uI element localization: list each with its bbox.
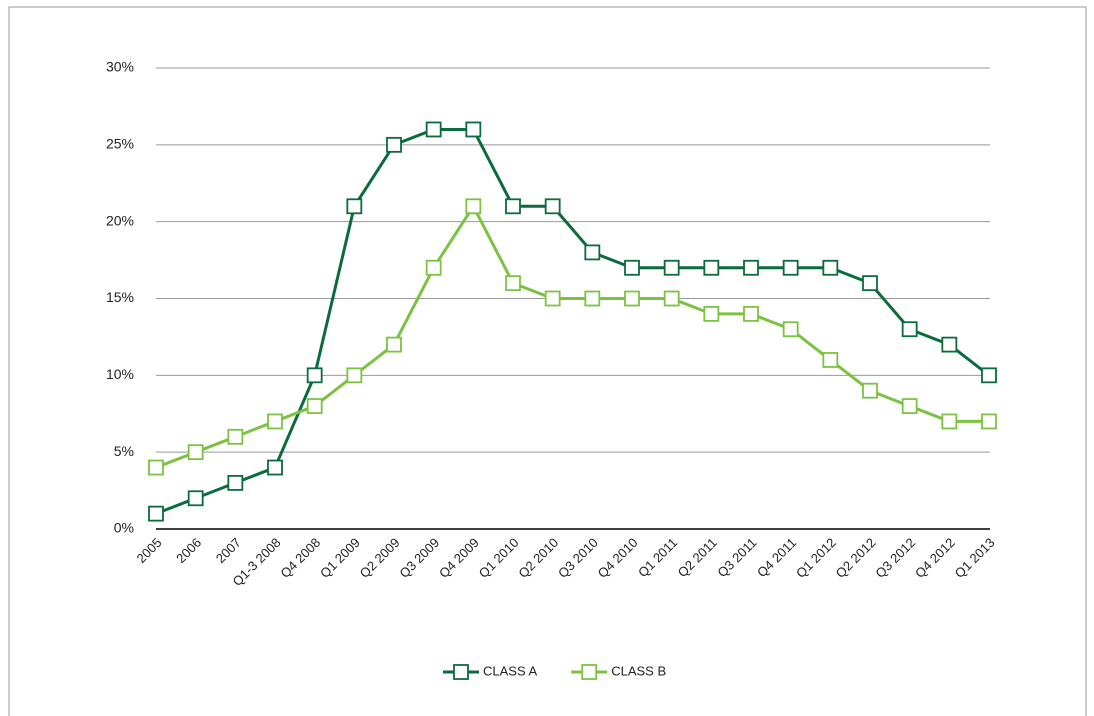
line-marker bbox=[981, 367, 997, 384]
legend-marker bbox=[453, 664, 469, 680]
line-marker bbox=[227, 474, 244, 491]
line-marker bbox=[465, 121, 482, 138]
x-tick-label: Q2 2011 bbox=[675, 535, 720, 580]
line-marker bbox=[267, 413, 283, 430]
line-marker bbox=[901, 398, 918, 414]
line-marker bbox=[386, 336, 402, 353]
y-tick-label: 25% bbox=[106, 136, 134, 152]
line-marker bbox=[584, 244, 601, 261]
y-tick-label: 0% bbox=[114, 520, 134, 536]
x-tick-label: Q3 2011 bbox=[714, 535, 759, 580]
line-marker bbox=[862, 275, 878, 292]
x-tick-label: Q4 2011 bbox=[754, 535, 799, 580]
line-marker bbox=[624, 259, 640, 276]
line-marker bbox=[822, 259, 839, 276]
line-marker bbox=[544, 198, 561, 215]
line-marker bbox=[981, 413, 997, 430]
line-marker bbox=[743, 259, 759, 276]
x-tick-label: Q1 2013 bbox=[952, 535, 998, 581]
line-marker bbox=[386, 136, 402, 153]
series-line bbox=[155, 127, 990, 516]
x-tick-label: Q4 2012 bbox=[912, 535, 958, 581]
x-tick-label: Q2 2010 bbox=[515, 535, 561, 581]
line-marker bbox=[544, 290, 561, 307]
line-marker bbox=[584, 290, 601, 307]
line-marker bbox=[505, 198, 521, 215]
line-marker bbox=[346, 367, 363, 384]
x-tick-label: 2005 bbox=[133, 535, 164, 566]
line-marker bbox=[187, 444, 204, 461]
x-tick-label: Q4 2010 bbox=[595, 535, 641, 581]
y-tick-label: 30% bbox=[106, 59, 134, 75]
x-tick-label: Q4 2009 bbox=[436, 535, 482, 581]
x-tick-label: Q1 2009 bbox=[317, 535, 363, 581]
line-marker bbox=[465, 198, 482, 215]
legend-label: CLASS B bbox=[611, 663, 666, 678]
x-tick-label: 2006 bbox=[173, 535, 204, 566]
x-tick-label: Q3 2010 bbox=[555, 535, 601, 581]
line-marker bbox=[624, 290, 640, 307]
line-marker bbox=[782, 321, 799, 338]
line-marker bbox=[148, 459, 164, 476]
x-tick-label: Q2 2009 bbox=[357, 535, 403, 581]
line-marker bbox=[306, 367, 323, 384]
line-marker bbox=[148, 505, 164, 522]
line-marker bbox=[901, 321, 918, 338]
y-tick-label: 10% bbox=[106, 366, 134, 382]
line-marker bbox=[663, 290, 680, 307]
line-marker bbox=[306, 398, 323, 414]
line-marker bbox=[425, 121, 442, 138]
line-marker bbox=[782, 259, 799, 276]
x-tick-label: Q1 2012 bbox=[793, 535, 839, 581]
chart-frame bbox=[8, 6, 1087, 716]
line-marker bbox=[267, 459, 283, 476]
y-tick-label: 20% bbox=[106, 212, 134, 228]
x-tick-label: Q3 2012 bbox=[872, 535, 918, 581]
line-marker bbox=[703, 305, 720, 322]
x-tick-label: Q4 2008 bbox=[277, 535, 323, 581]
legend-marker bbox=[581, 664, 598, 680]
line-marker bbox=[227, 428, 244, 445]
line-marker bbox=[187, 490, 204, 507]
line-marker bbox=[663, 259, 680, 276]
series-line bbox=[155, 203, 989, 469]
x-tick-label: Q3 2009 bbox=[396, 535, 442, 581]
line-marker bbox=[743, 305, 759, 322]
line-marker bbox=[822, 352, 839, 368]
x-tick-label: Q1 2010 bbox=[476, 535, 522, 581]
line-marker bbox=[425, 259, 442, 276]
line-marker bbox=[346, 198, 363, 215]
y-tick-label: 15% bbox=[106, 289, 134, 305]
line-marker bbox=[505, 275, 521, 292]
line-marker bbox=[941, 413, 958, 430]
legend-label: CLASS A bbox=[483, 663, 538, 678]
x-tick-label: Q2 2012 bbox=[833, 535, 879, 581]
line-marker bbox=[941, 336, 958, 353]
x-tick-label: Q1 2011 bbox=[635, 535, 680, 580]
line-marker bbox=[703, 259, 720, 276]
line-marker bbox=[862, 382, 878, 399]
x-tick-label: 2007 bbox=[213, 535, 244, 566]
y-tick-label: 5% bbox=[114, 443, 134, 459]
